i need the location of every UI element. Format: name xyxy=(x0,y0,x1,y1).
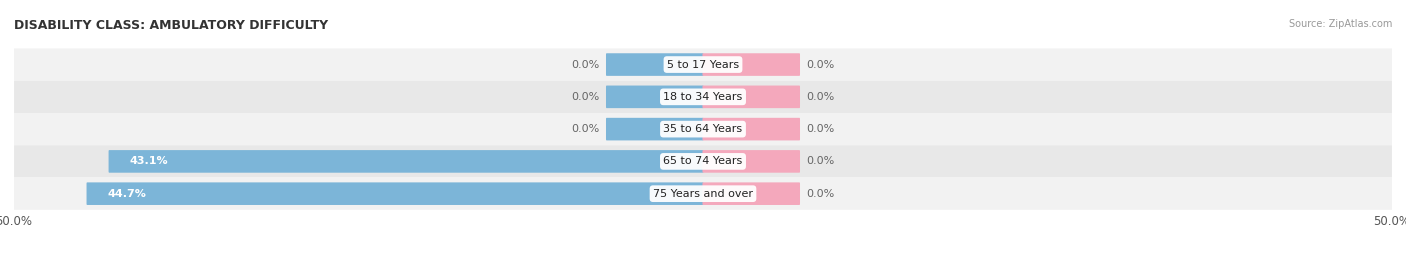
FancyBboxPatch shape xyxy=(703,86,800,108)
FancyBboxPatch shape xyxy=(14,48,1392,81)
Text: 43.1%: 43.1% xyxy=(129,156,169,167)
FancyBboxPatch shape xyxy=(703,118,800,140)
FancyBboxPatch shape xyxy=(703,53,800,76)
FancyBboxPatch shape xyxy=(14,178,1392,210)
Text: 0.0%: 0.0% xyxy=(571,59,599,70)
Text: 5 to 17 Years: 5 to 17 Years xyxy=(666,59,740,70)
Text: Source: ZipAtlas.com: Source: ZipAtlas.com xyxy=(1288,19,1392,29)
Text: 0.0%: 0.0% xyxy=(571,92,599,102)
Text: 0.0%: 0.0% xyxy=(807,189,835,199)
Text: 0.0%: 0.0% xyxy=(807,59,835,70)
FancyBboxPatch shape xyxy=(606,118,703,140)
Text: 65 to 74 Years: 65 to 74 Years xyxy=(664,156,742,167)
FancyBboxPatch shape xyxy=(703,182,800,205)
FancyBboxPatch shape xyxy=(87,182,703,205)
Text: 44.7%: 44.7% xyxy=(108,189,146,199)
Text: 75 Years and over: 75 Years and over xyxy=(652,189,754,199)
FancyBboxPatch shape xyxy=(703,150,800,173)
FancyBboxPatch shape xyxy=(108,150,703,173)
FancyBboxPatch shape xyxy=(14,81,1392,113)
Text: 0.0%: 0.0% xyxy=(571,124,599,134)
Text: 0.0%: 0.0% xyxy=(807,124,835,134)
Text: 0.0%: 0.0% xyxy=(807,92,835,102)
Text: 18 to 34 Years: 18 to 34 Years xyxy=(664,92,742,102)
Text: 35 to 64 Years: 35 to 64 Years xyxy=(664,124,742,134)
FancyBboxPatch shape xyxy=(14,113,1392,145)
Text: 0.0%: 0.0% xyxy=(807,156,835,167)
Text: DISABILITY CLASS: AMBULATORY DIFFICULTY: DISABILITY CLASS: AMBULATORY DIFFICULTY xyxy=(14,19,328,32)
FancyBboxPatch shape xyxy=(606,53,703,76)
FancyBboxPatch shape xyxy=(14,145,1392,178)
FancyBboxPatch shape xyxy=(606,86,703,108)
